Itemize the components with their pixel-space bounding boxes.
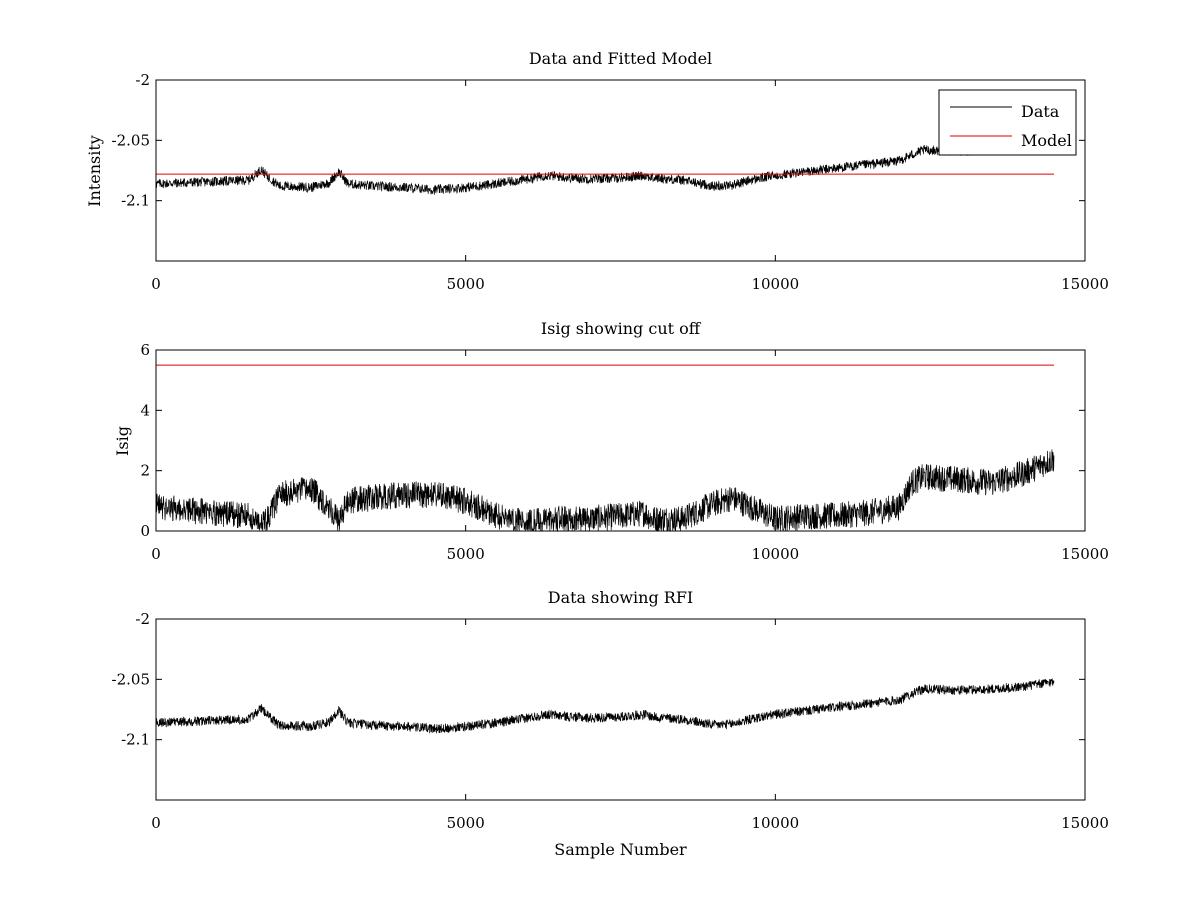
x-tick-label: 0	[151, 545, 161, 563]
x-tick-label: 5000	[447, 545, 485, 563]
y-tick-label: -2.05	[112, 131, 150, 149]
panel-1-title: Data and Fitted Model	[529, 49, 712, 68]
panel-3-series-isig-line	[155, 677, 1055, 734]
panel-1-axes-frame	[155, 79, 1086, 262]
panel-2-series-isig-line	[155, 449, 1055, 533]
x-tick-label: 5000	[447, 814, 485, 832]
panel-2: Isig showing cut off Isig 0 5000 10000 1500…	[113, 319, 1109, 563]
x-tick-label: 10000	[751, 814, 799, 832]
y-tick-label: -2	[135, 71, 150, 89]
x-tick-label: 15000	[1061, 814, 1109, 832]
panel-2-plot-area	[155, 364, 1055, 533]
x-tick-label: 15000	[1061, 545, 1109, 563]
panel-3-ticks: 0 5000 10000 15000 -2 -2.05 -2.1	[112, 610, 1109, 832]
x-tick-label: 5000	[447, 275, 485, 293]
y-tick-label: 0	[140, 522, 150, 540]
x-tick-label: 0	[151, 814, 161, 832]
panel-2-ticks: 0 5000 10000 15000 0 2 4 6	[140, 341, 1108, 563]
panel-3-axes-frame	[155, 618, 1086, 801]
y-tick-label: -2.1	[121, 731, 150, 749]
panel-1-series-data-line	[155, 138, 1055, 195]
y-tick-label: 6	[140, 341, 150, 359]
x-tick-label: 0	[151, 275, 161, 293]
panel-2-ylabel: Isig	[113, 426, 132, 456]
y-tick-label: -2.1	[121, 192, 150, 210]
panel-1-ylabel: Intensity	[85, 135, 104, 207]
x-tick-label: 10000	[751, 275, 799, 293]
x-tick-label: 10000	[751, 545, 799, 563]
y-tick-label: -2.05	[112, 670, 150, 688]
panel-3-xlabel: Sample Number	[554, 840, 687, 859]
y-tick-label: 2	[140, 462, 150, 480]
legend-box	[938, 89, 1077, 156]
panel-3-plot-area	[155, 677, 1055, 734]
legend-model-label: Model	[1021, 131, 1072, 150]
panel-2-title: Isig showing cut off	[541, 319, 702, 338]
panel-1: Data and Fitted Model Intensity 0 5000 100…	[85, 49, 1109, 293]
panel-1-plot-area	[155, 138, 1055, 195]
legend-data-label: Data	[1021, 102, 1060, 121]
panel-1-legend: Data Model	[938, 89, 1077, 156]
panel-1-ticks: 0 5000 10000 15000 -2 -2.05 -2.1	[112, 71, 1109, 293]
y-tick-label: 4	[140, 401, 150, 419]
panel-2-axes-frame	[155, 349, 1086, 532]
panel-3-title: Data showing RFI	[548, 588, 693, 607]
y-tick-label: -2	[135, 610, 150, 628]
panel-3: Data showing RFI 0 5000 10000 15000 -2 -2.05 -…	[112, 588, 1109, 859]
x-tick-label: 15000	[1061, 275, 1109, 293]
